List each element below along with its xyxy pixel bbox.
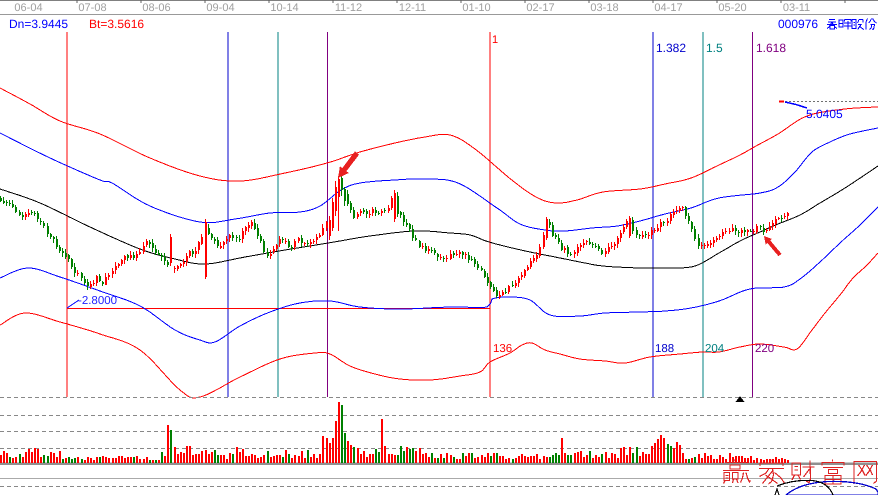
svg-text:11-12: 11-12 — [335, 2, 362, 14]
svg-text:Dn=3.9445: Dn=3.9445 — [9, 17, 68, 31]
svg-text:1: 1 — [492, 34, 498, 46]
svg-text:000976: 000976 — [778, 17, 818, 31]
svg-text:5.0405: 5.0405 — [806, 107, 843, 121]
svg-text:10-14: 10-14 — [270, 2, 298, 14]
svg-text:Bt=3.5616: Bt=3.5616 — [89, 17, 144, 31]
svg-text:01-10: 01-10 — [462, 2, 490, 14]
svg-text:220: 220 — [755, 343, 774, 355]
svg-text:12-11: 12-11 — [399, 2, 426, 14]
svg-text:02-17: 02-17 — [526, 2, 554, 14]
svg-text:136: 136 — [493, 343, 512, 355]
svg-text:-2.8000: -2.8000 — [78, 295, 117, 307]
svg-text:188: 188 — [655, 343, 674, 355]
svg-text:07-08: 07-08 — [78, 2, 106, 14]
svg-text:204: 204 — [705, 343, 725, 355]
svg-text:09-04: 09-04 — [206, 2, 234, 14]
svg-text:1.5: 1.5 — [706, 41, 723, 55]
svg-text:1.382: 1.382 — [656, 41, 686, 55]
svg-text:03-18: 03-18 — [590, 2, 618, 14]
svg-text:05-20: 05-20 — [718, 2, 746, 14]
svg-text:04-17: 04-17 — [654, 2, 682, 14]
svg-text:1.618: 1.618 — [756, 41, 786, 55]
svg-text:06-04: 06-04 — [14, 2, 42, 14]
svg-text:03-11: 03-11 — [783, 2, 810, 14]
svg-text:08-06: 08-06 — [142, 2, 170, 14]
